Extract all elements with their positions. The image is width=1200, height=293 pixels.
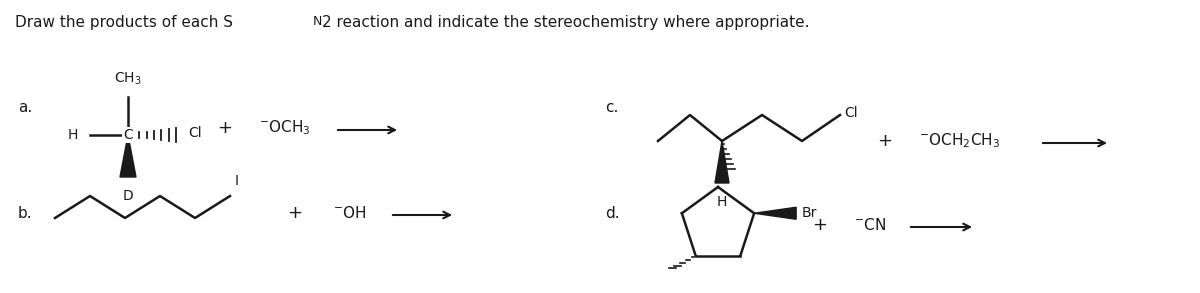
Text: Cl: Cl [188, 126, 202, 140]
Text: H: H [716, 195, 727, 209]
Text: 2 reaction and indicate the stereochemistry where appropriate.: 2 reaction and indicate the stereochemis… [322, 15, 810, 30]
Text: $^{-}$OCH$_2$CH$_3$: $^{-}$OCH$_2$CH$_3$ [919, 132, 1001, 150]
Text: Cl: Cl [844, 106, 858, 120]
Text: c.: c. [605, 100, 618, 115]
Text: a.: a. [18, 100, 32, 115]
Text: +: + [877, 132, 893, 150]
Text: Br: Br [802, 206, 816, 220]
Text: D: D [122, 189, 133, 203]
Text: CH$_3$: CH$_3$ [114, 71, 142, 87]
Text: I: I [235, 174, 239, 188]
Polygon shape [754, 207, 796, 219]
Text: C: C [124, 128, 133, 142]
Text: $^{-}$OH: $^{-}$OH [334, 205, 367, 221]
Text: b.: b. [18, 205, 32, 221]
Text: +: + [288, 204, 302, 222]
Text: d.: d. [605, 205, 619, 221]
Text: $^{-}$OCH$_3$: $^{-}$OCH$_3$ [259, 119, 311, 137]
Text: H: H [67, 128, 78, 142]
Text: $^{-}$CN: $^{-}$CN [854, 217, 886, 233]
Text: Draw the products of each S: Draw the products of each S [14, 15, 233, 30]
Text: N: N [313, 15, 323, 28]
Text: +: + [812, 216, 828, 234]
Text: +: + [217, 119, 233, 137]
Polygon shape [715, 141, 730, 183]
Polygon shape [120, 135, 136, 177]
